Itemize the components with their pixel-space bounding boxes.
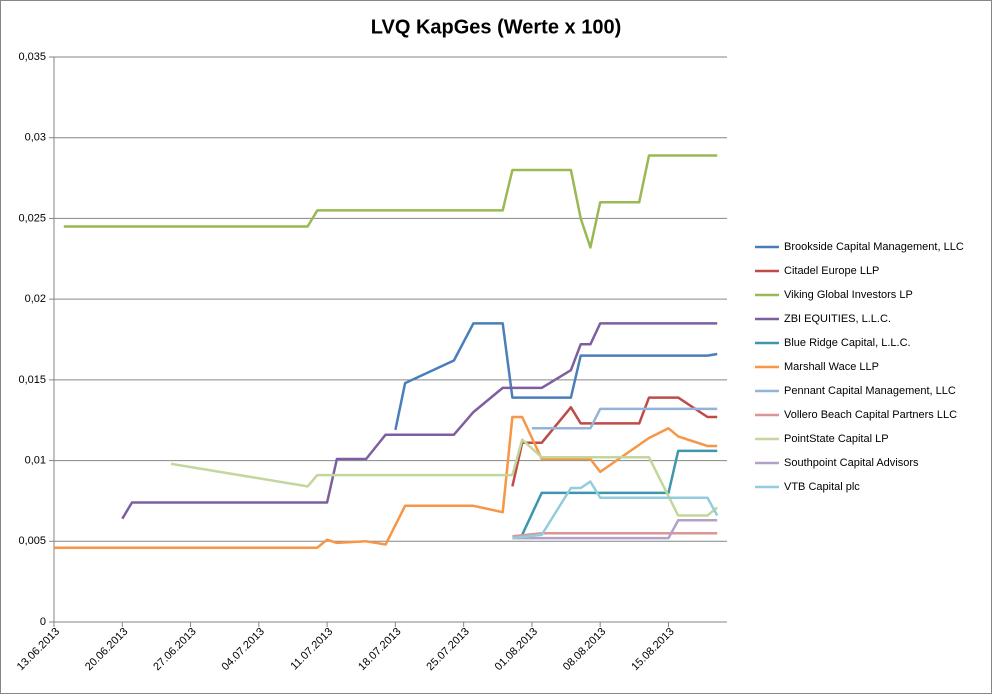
legend-label: Blue Ridge Capital, L.L.C. [784,337,911,349]
y-tick-label: 0,03 [25,132,46,144]
series-line [521,449,718,536]
legend-label: VTB Capital plc [784,481,860,493]
y-tick-label: 0,015 [18,374,46,386]
legend-label: Pennant Capital Management, LLC [784,385,956,397]
series-line [63,154,718,249]
legend-label: Southpoint Capital Advisors [784,457,919,469]
series-line [531,407,718,430]
series-line [512,480,719,540]
legend-label: ZBI EQUITIES, L.L.C. [784,313,891,325]
y-tick-label: 0 [40,616,46,628]
legend-label: Citadel Europe LLP [784,265,879,277]
legend-label: Brookside Capital Management, LLC [784,241,964,253]
y-tick-label: 0,005 [18,535,46,547]
legend-label: Vollero Beach Capital Partners LLC [784,409,957,421]
y-tick-label: 0,02 [25,293,46,305]
series-line [121,322,718,520]
chart-title: LVQ KapGes (Werte x 100) [371,16,621,38]
legend-label: Marshall Wace LLP [784,361,879,373]
series-line [54,415,718,549]
legend-label: PointState Capital LP [784,433,889,445]
series-line [512,519,718,540]
y-tick-label: 0,035 [18,51,46,63]
y-tick-label: 0,01 [25,454,46,466]
series-line [394,322,718,431]
y-tick-label: 0,025 [18,212,46,224]
legend-label: Viking Global Investors LP [784,289,913,301]
series-line [170,438,719,517]
series-line [511,396,718,487]
